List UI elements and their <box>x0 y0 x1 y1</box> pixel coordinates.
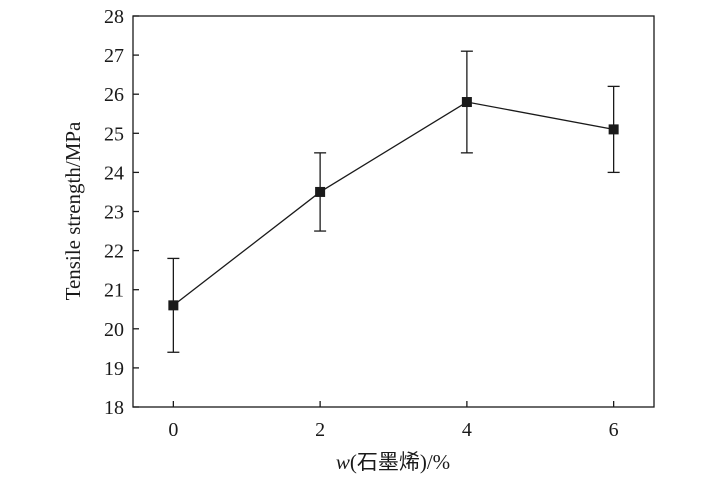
data-point-marker <box>168 300 179 311</box>
y-tick-label: 28 <box>104 6 124 28</box>
y-tick-label: 21 <box>104 280 124 302</box>
x-axis-title-text: (石墨烯)/% <box>350 450 450 474</box>
x-axis-title: w(石墨烯)/% <box>336 450 450 474</box>
x-tick-label: 4 <box>462 419 472 441</box>
y-tick-label: 27 <box>104 45 124 67</box>
x-axis-title-variable: w <box>336 450 350 474</box>
x-tick-label: 0 <box>168 419 178 441</box>
plot-area-frame <box>132 15 655 408</box>
data-point-marker <box>315 186 326 197</box>
y-tick-label: 24 <box>104 162 124 184</box>
y-tick-label: 23 <box>104 202 124 224</box>
y-tick-label: 18 <box>104 397 124 419</box>
x-tick-label: 6 <box>609 419 619 441</box>
data-point-marker <box>608 124 619 135</box>
y-axis-title: Tensile strength/MPa <box>61 121 85 300</box>
series-line <box>172 101 614 306</box>
data-point-marker <box>461 97 472 108</box>
y-axis-ticks: 18 19 20 21 22 23 24 25 26 27 28 <box>104 6 139 419</box>
y-tick-label: 26 <box>104 84 124 106</box>
y-tick-label: 25 <box>104 123 124 145</box>
x-tick-label: 2 <box>315 419 325 441</box>
x-axis-ticks: 0 2 4 6 <box>168 401 619 441</box>
y-tick-label: 20 <box>104 319 124 341</box>
series-layer <box>167 50 620 353</box>
y-tick-label: 22 <box>104 241 124 263</box>
y-tick-label: 19 <box>104 358 124 380</box>
